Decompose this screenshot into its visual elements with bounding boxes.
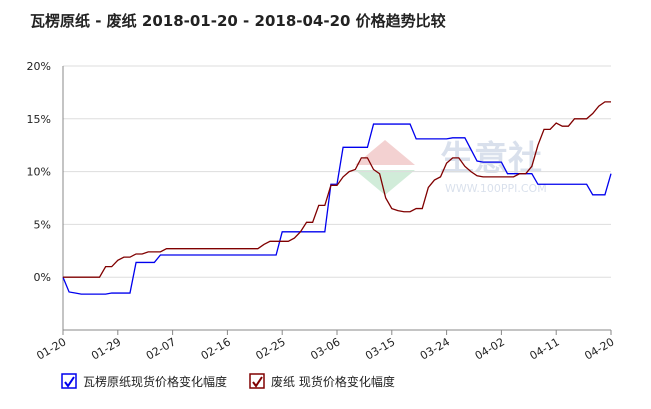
legend-item[interactable]: 废纸 现货价格变化幅度 — [249, 373, 395, 389]
x-tick-label: 04-02 — [473, 335, 507, 362]
y-tick-label: 5% — [34, 218, 51, 231]
x-tick-label: 04-20 — [582, 335, 616, 362]
x-tick-label: 03-24 — [418, 335, 452, 362]
legend-label: 瓦楞原纸现货价格变化幅度 — [83, 374, 227, 389]
x-tick-label: 02-25 — [254, 335, 288, 362]
x-tick-label: 01-29 — [89, 335, 123, 362]
x-tick-label: 03-06 — [308, 335, 342, 362]
y-tick-label: 20% — [27, 60, 51, 73]
watermark-logo — [355, 170, 415, 195]
legend-label: 废纸 现货价格变化幅度 — [271, 374, 395, 389]
watermark-url: WWW.100PPI.COM — [445, 182, 547, 195]
legend-check — [252, 376, 263, 388]
series-line — [63, 101, 611, 278]
watermark: 生意社 WWW.100PPI.COM — [355, 139, 547, 195]
y-tick-label: 0% — [34, 271, 51, 284]
x-tick-label: 02-07 — [144, 335, 178, 362]
y-tick-label: 10% — [27, 166, 51, 179]
legend-check — [64, 376, 75, 388]
legend-item[interactable]: 瓦楞原纸现货价格变化幅度 — [61, 373, 227, 389]
watermark-logo — [355, 140, 415, 165]
y-tick-label: 15% — [27, 113, 51, 126]
chart-title: 瓦楞原纸 - 废纸 2018-01-20 - 2018-04-20 价格趋势比较 — [30, 12, 446, 30]
x-tick-label: 03-15 — [363, 335, 397, 362]
x-tick-label: 04-11 — [528, 335, 562, 362]
watermark-brand: 生意社 — [440, 139, 542, 179]
x-tick-label: 01-20 — [34, 335, 68, 362]
x-tick-label: 02-16 — [199, 335, 233, 362]
